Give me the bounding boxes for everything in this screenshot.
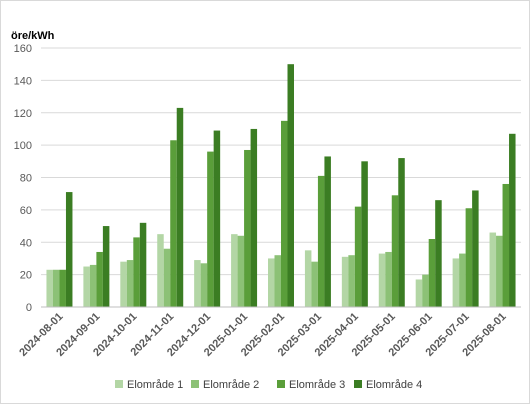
bars: [46, 64, 516, 307]
bar: [361, 161, 368, 307]
bar: [231, 234, 238, 307]
bar: [422, 274, 429, 307]
bar: [311, 261, 318, 307]
bar: [194, 260, 201, 307]
bar: [391, 195, 399, 307]
bar: [378, 253, 386, 307]
bar: [200, 263, 208, 307]
bar: [59, 269, 66, 307]
bar: [89, 264, 97, 307]
bar: [237, 235, 245, 307]
bar: [96, 251, 103, 307]
legend-label: Elområde 3: [289, 379, 345, 391]
bar: [341, 256, 349, 307]
legend-swatch: [191, 380, 199, 388]
bar: [435, 200, 442, 307]
y-tick-label: 120: [14, 108, 32, 120]
bar: [472, 190, 479, 307]
bar: [415, 279, 423, 307]
bar: [102, 226, 110, 307]
bar: [163, 248, 171, 307]
bar: [348, 255, 355, 307]
bar: [83, 266, 90, 307]
bar: [398, 158, 405, 307]
y-tick-label: 80: [20, 173, 32, 185]
bar: [120, 261, 127, 307]
bar: [304, 250, 312, 307]
bar: [509, 133, 516, 307]
legend-label: Elområde 1: [127, 379, 183, 391]
bar: [287, 64, 294, 307]
bar: [126, 260, 134, 307]
bar: [465, 208, 473, 307]
bar: [139, 222, 147, 307]
y-tick-label: 0: [26, 302, 32, 314]
bar: [268, 258, 275, 307]
bar: [452, 258, 460, 307]
bar: [133, 237, 140, 307]
bar: [274, 255, 281, 307]
bar: [157, 234, 164, 307]
x-axis-ticks: 2024-08-012024-09-012024-10-012024-11-01…: [17, 311, 508, 359]
bar: [385, 251, 392, 307]
legend-swatch: [277, 380, 285, 388]
bar: [489, 232, 497, 307]
legend-label: Elområde 4: [366, 379, 422, 391]
legend-swatch: [354, 380, 362, 388]
bar: [46, 269, 53, 307]
y-axis-ticks: 0 20 40 60 80 100 120 140 160: [14, 43, 32, 314]
bar: [324, 156, 331, 307]
bar: [281, 120, 288, 307]
bar: [250, 128, 258, 307]
legend-label: Elområde 2: [203, 379, 259, 391]
bar: [170, 140, 177, 307]
y-tick-label: 40: [20, 237, 32, 249]
bar: [496, 235, 503, 307]
y-tick-label: 20: [20, 270, 32, 282]
y-tick-label: 140: [14, 75, 32, 87]
bar: [428, 239, 436, 307]
legend: Elområde 1 Elområde 2 Elområde 3 Elområde 4: [115, 379, 422, 391]
bar: [244, 149, 251, 307]
y-tick-label: 100: [14, 140, 32, 152]
bar: [354, 206, 362, 307]
bar: [502, 183, 510, 307]
y-tick-label: 160: [14, 43, 32, 55]
bar: [459, 253, 466, 307]
bar: [52, 269, 60, 307]
y-tick-label: 60: [20, 205, 32, 217]
bar: [207, 151, 214, 307]
y-axis-label: öre/kWh: [11, 30, 55, 42]
bar: [213, 130, 221, 307]
bar: [317, 175, 325, 307]
bar: [65, 192, 73, 307]
legend-swatch: [115, 380, 123, 388]
bar: [176, 107, 184, 307]
